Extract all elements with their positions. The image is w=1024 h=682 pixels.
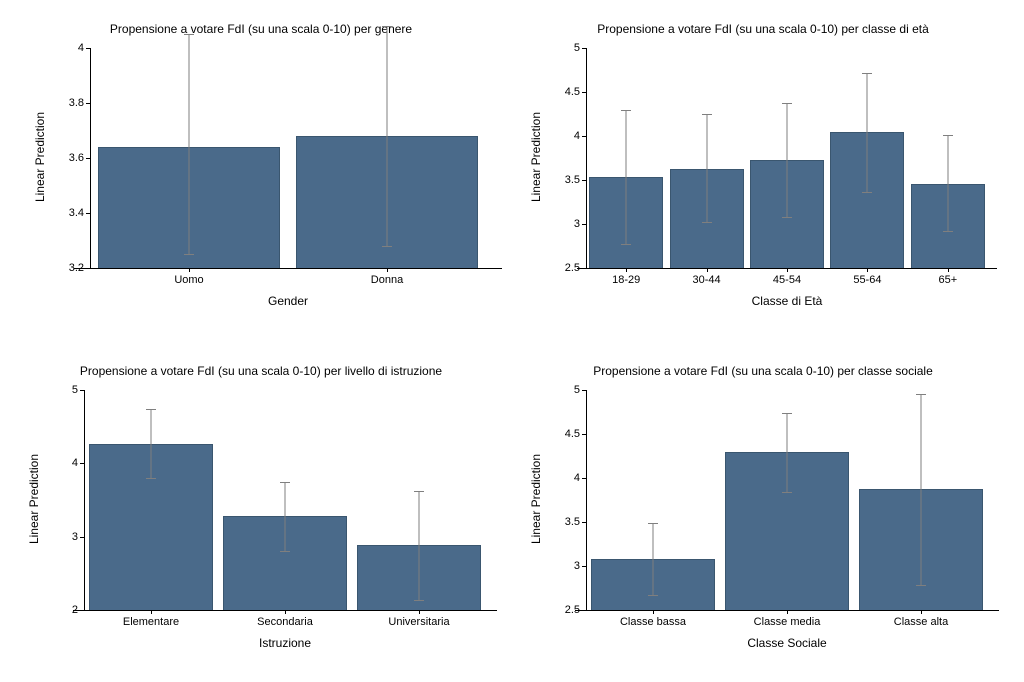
- y-axis-label: Linear Prediction: [27, 439, 41, 559]
- plot-area: 3.23.43.63.84UomoDonna: [90, 48, 486, 268]
- y-axis: [586, 390, 587, 610]
- x-tick-label: Classe bassa: [620, 610, 686, 628]
- x-tick-label: Uomo: [174, 268, 203, 286]
- x-axis-label: Istruzione: [84, 636, 486, 650]
- y-axis-label: Linear Prediction: [33, 97, 47, 217]
- x-tick-label: 55-64: [853, 268, 881, 286]
- y-tick-label: 4.5: [565, 86, 586, 98]
- x-tick-label: Universitaria: [388, 610, 449, 628]
- x-tick-label: Classe media: [754, 610, 821, 628]
- plot-area: 2345ElementareSecondariaUniversitaria: [84, 390, 486, 610]
- y-tick-label: 5: [574, 42, 586, 54]
- panel-age: Propensione a votare FdI (su una scala 0…: [528, 18, 998, 318]
- panel-gender: Propensione a votare FdI (su una scala 0…: [26, 18, 496, 318]
- y-tick-label: 3: [574, 218, 586, 230]
- x-axis: [577, 268, 997, 269]
- y-tick-label: 4: [574, 130, 586, 142]
- y-tick-label: 3.6: [69, 152, 90, 164]
- x-tick-label: Classe alta: [894, 610, 948, 628]
- panel-title: Propensione a votare FdI (su una scala 0…: [26, 22, 496, 36]
- y-tick-label: 5: [574, 384, 586, 396]
- x-axis-label: Gender: [90, 294, 486, 308]
- plot-area: 2.533.544.5518-2930-4445-5455-6465+: [586, 48, 988, 268]
- x-axis: [73, 610, 496, 611]
- y-axis-label: Linear Prediction: [529, 439, 543, 559]
- x-axis: [575, 610, 998, 611]
- y-axis: [84, 390, 85, 610]
- x-tick-label: 65+: [938, 268, 957, 286]
- y-tick-label: 3.8: [69, 97, 90, 109]
- y-tick-label: 4: [72, 457, 84, 469]
- plot-area: 2.533.544.55Classe bassaClasse mediaClas…: [586, 390, 988, 610]
- y-axis: [586, 48, 587, 268]
- y-axis-label: Linear Prediction: [529, 97, 543, 217]
- panel-title: Propensione a votare FdI (su una scala 0…: [26, 364, 496, 378]
- x-tick-label: Elementare: [123, 610, 179, 628]
- x-axis-label: Classe di Età: [586, 294, 988, 308]
- y-tick-label: 4.5: [565, 428, 586, 440]
- y-tick-label: 4: [78, 42, 90, 54]
- y-tick-label: 3.4: [69, 207, 90, 219]
- y-tick-label: 5: [72, 384, 84, 396]
- y-axis: [90, 48, 91, 268]
- y-tick-label: 3.5: [565, 174, 586, 186]
- panel-title: Propensione a votare FdI (su una scala 0…: [528, 22, 998, 36]
- panel-class: Propensione a votare FdI (su una scala 0…: [528, 360, 998, 660]
- panel-title: Propensione a votare FdI (su una scala 0…: [528, 364, 998, 378]
- x-axis-label: Classe Sociale: [586, 636, 988, 650]
- x-axis: [74, 268, 502, 269]
- y-tick-label: 4: [574, 472, 586, 484]
- y-tick-label: 3.5: [565, 516, 586, 528]
- x-tick-label: 45-54: [773, 268, 801, 286]
- panel-education: Propensione a votare FdI (su una scala 0…: [26, 360, 496, 660]
- x-tick-label: Secondaria: [257, 610, 313, 628]
- x-tick-label: 18-29: [612, 268, 640, 286]
- x-tick-label: Donna: [371, 268, 403, 286]
- x-tick-label: 30-44: [693, 268, 721, 286]
- y-tick-label: 3: [72, 531, 84, 543]
- chart-grid: Propensione a votare FdI (su una scala 0…: [0, 0, 1024, 682]
- y-tick-label: 3: [574, 560, 586, 572]
